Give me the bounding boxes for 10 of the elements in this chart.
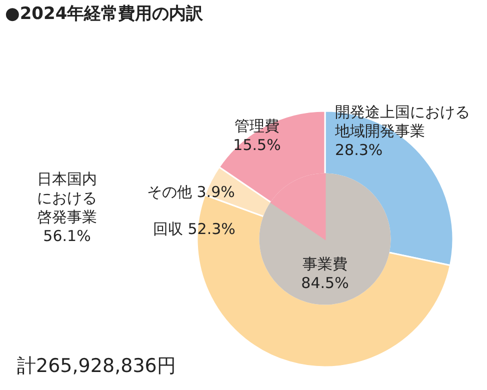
data-label: 28.3% <box>335 141 383 159</box>
slice-label: その他 3.9% <box>147 183 235 201</box>
text: 事業費 84.5% <box>301 255 349 292</box>
slice-label: 開発途上国における地域開発事業 <box>334 103 470 140</box>
data-label: 15.5% <box>233 136 281 154</box>
slice-label: 回収 52.3% <box>153 220 236 238</box>
slice-label: 管理費 <box>234 117 280 135</box>
text: 計265,928,836円 <box>17 355 176 377</box>
chart-title: ●2024年経常費用の内訳 <box>5 4 204 24</box>
text: 日本国内における啓発事業 56.1% <box>37 170 97 245</box>
